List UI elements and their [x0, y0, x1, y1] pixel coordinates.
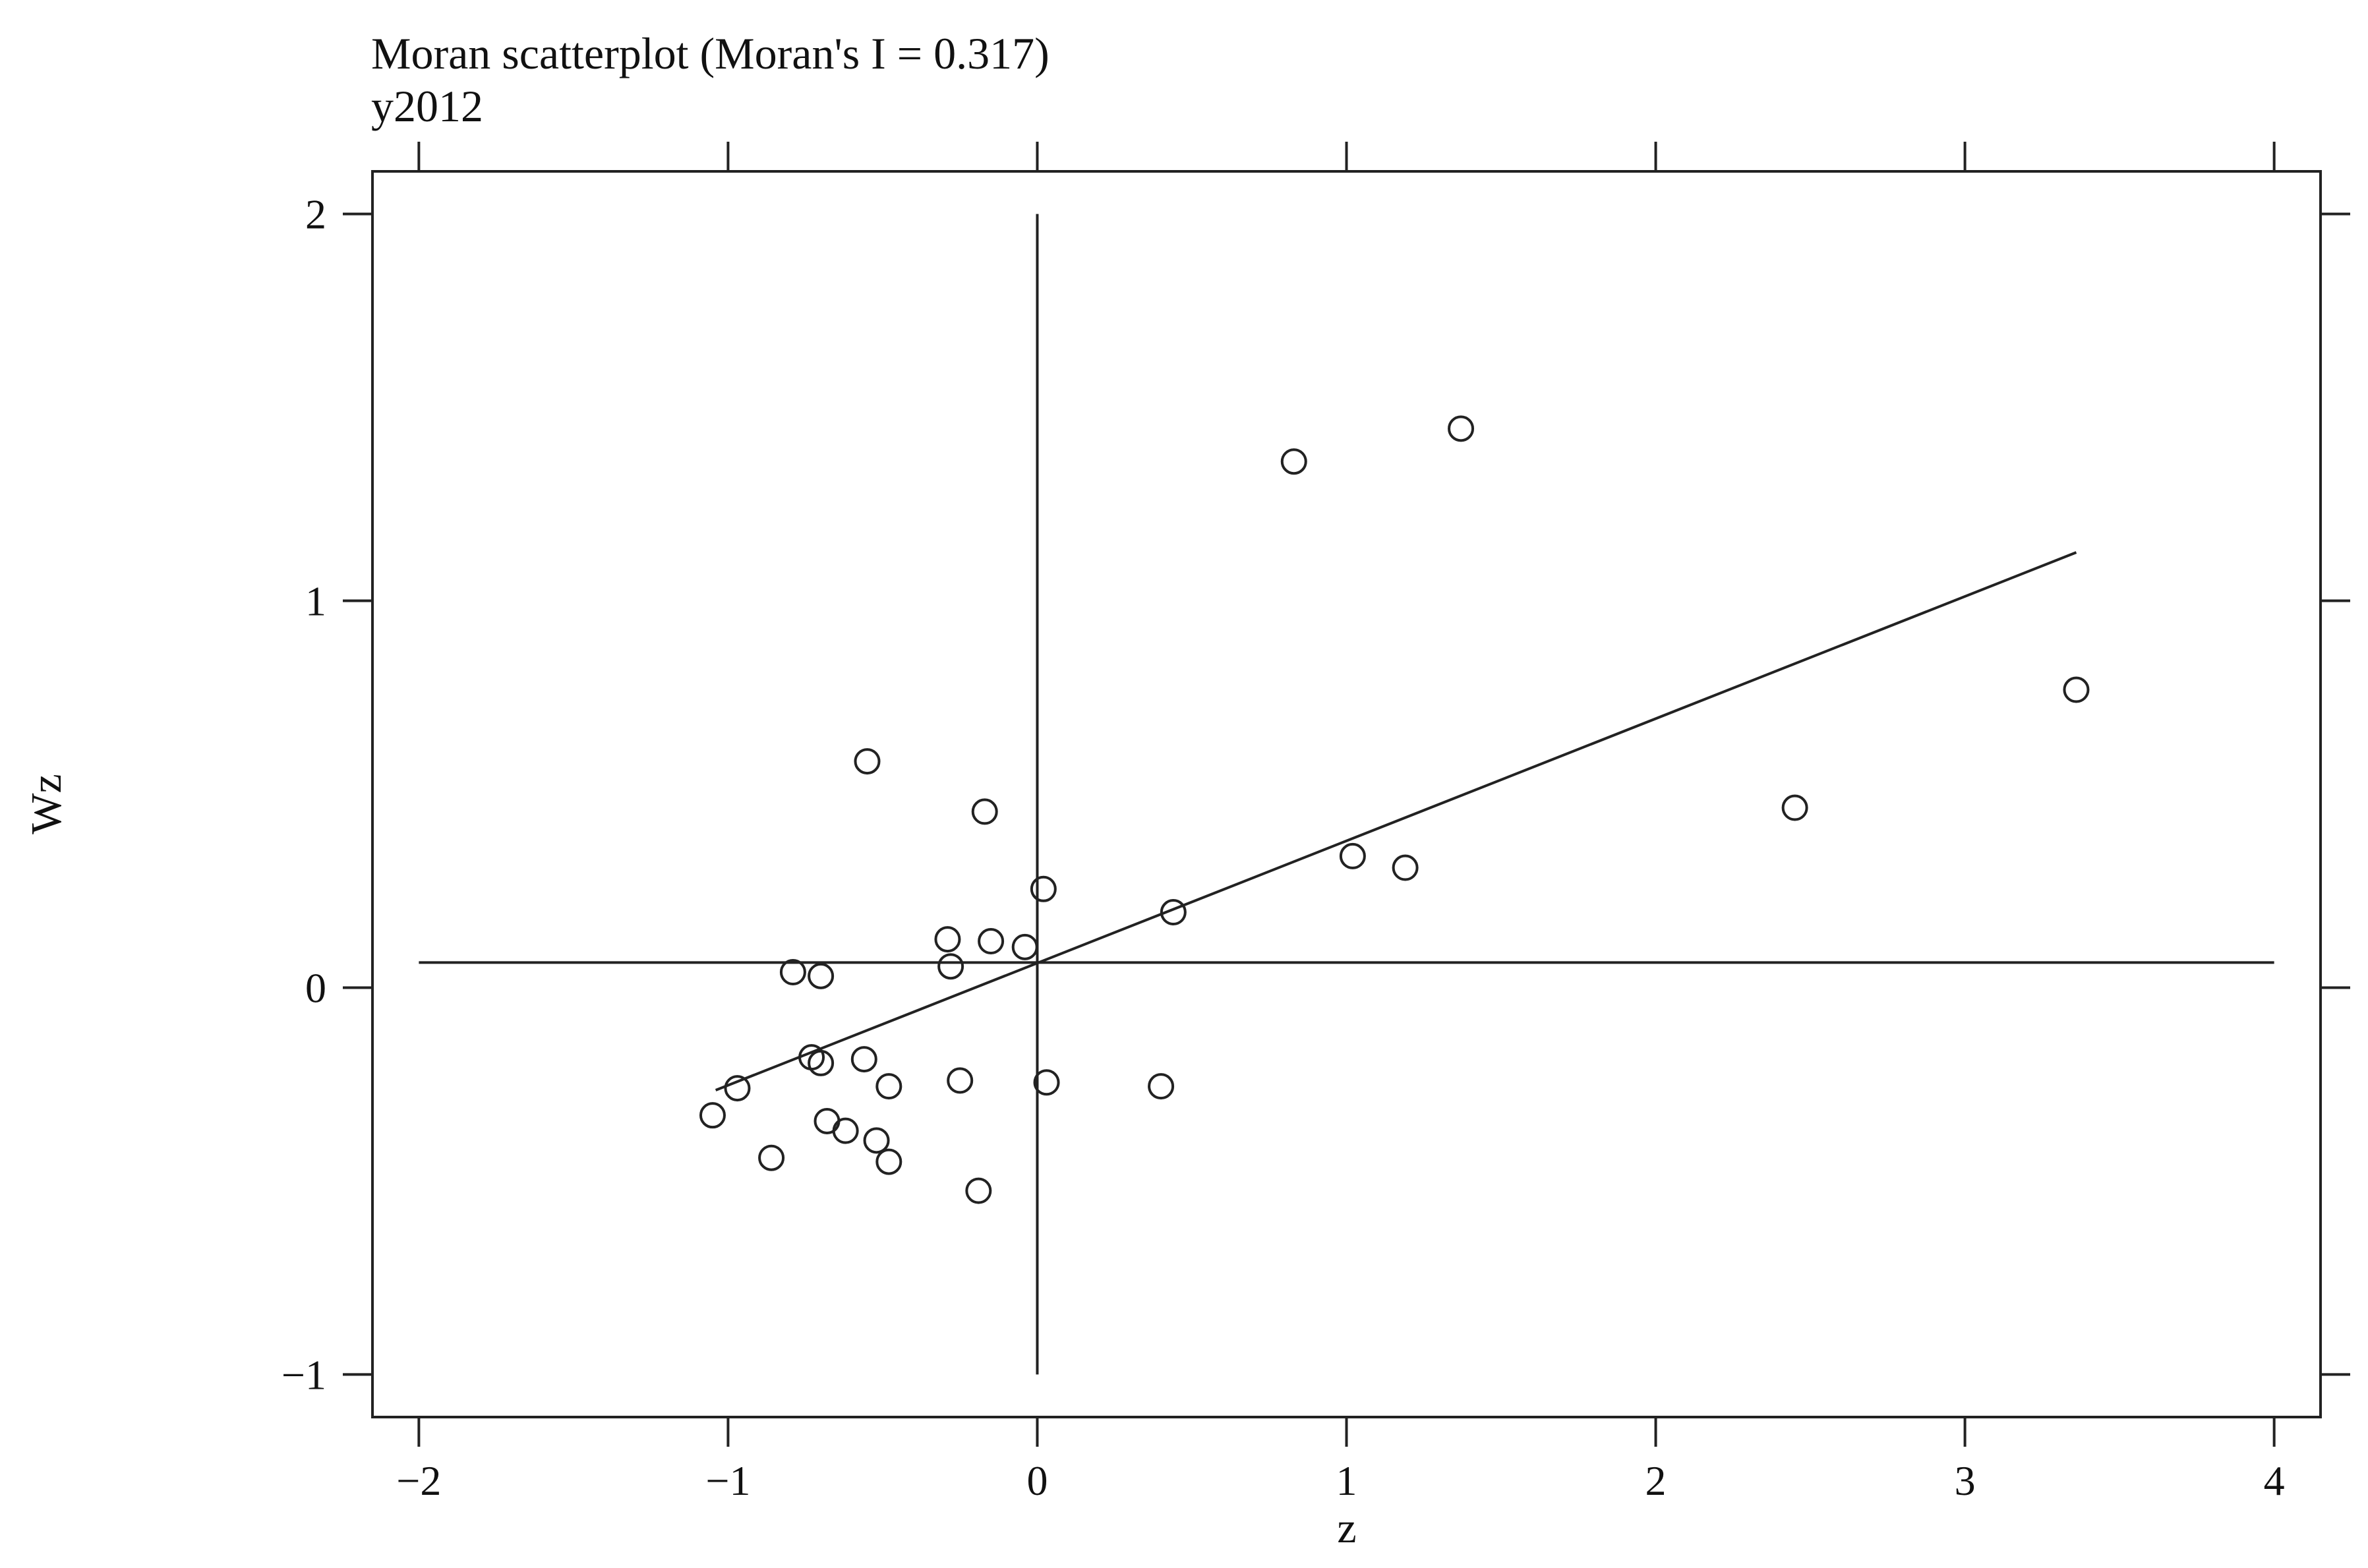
data-point-23 — [724, 1075, 751, 1102]
data-point-15 — [808, 962, 835, 989]
data-point-17 — [808, 1049, 835, 1076]
data-points — [699, 415, 2090, 1204]
x-tick-label-3: 1 — [1336, 1457, 1357, 1504]
data-point-25 — [814, 1107, 841, 1134]
data-point-2 — [2063, 676, 2090, 703]
data-point-18 — [850, 1046, 877, 1073]
x-tick-label-1: −1 — [705, 1457, 750, 1504]
x-tick-label-6: 4 — [2264, 1457, 2285, 1504]
x-tick-label-4: 2 — [1645, 1457, 1667, 1504]
data-point-8 — [1030, 875, 1057, 902]
data-point-22 — [1148, 1073, 1175, 1100]
data-point-1 — [1280, 448, 1307, 475]
data-point-27 — [863, 1127, 890, 1154]
data-point-13 — [937, 953, 964, 980]
y-tick-label-3: 2 — [305, 191, 326, 238]
y-axis-label: Wz — [22, 774, 71, 834]
data-point-4 — [854, 748, 881, 775]
data-point-24 — [699, 1102, 726, 1129]
data-point-12 — [1011, 933, 1038, 960]
reference-lines — [419, 214, 2274, 1375]
data-point-9 — [1160, 899, 1187, 926]
x-ticks: −2 −1 0 1 2 3 4 — [396, 142, 2285, 1504]
data-point-14 — [779, 959, 806, 985]
x-tick-label-5: 3 — [1955, 1457, 1976, 1504]
chart-subtitle: y2012 — [371, 81, 483, 131]
data-point-6 — [1339, 842, 1366, 869]
fit-line-group — [715, 551, 2077, 1091]
x-tick-label-0: −2 — [396, 1457, 441, 1504]
x-axis-label: z — [1337, 1504, 1356, 1552]
data-point-7 — [1392, 854, 1419, 881]
data-point-19 — [875, 1073, 903, 1100]
data-point-28 — [758, 1144, 785, 1171]
data-point-21 — [1033, 1069, 1060, 1096]
x-tick-label-2: 0 — [1026, 1457, 1048, 1504]
chart-title: Moran scatterplot (Moran's I = 0.317) — [371, 28, 1050, 78]
data-point-11 — [978, 928, 1005, 955]
data-point-3 — [1781, 794, 1808, 821]
data-point-5 — [971, 798, 998, 825]
regression-fit-line — [715, 551, 2077, 1091]
data-point-0 — [1448, 415, 1475, 442]
y-tick-label-0: −1 — [281, 1351, 326, 1398]
y-ticks: −1 0 1 2 — [281, 191, 2350, 1398]
data-point-26 — [832, 1117, 859, 1144]
data-point-20 — [947, 1067, 974, 1094]
data-point-29 — [875, 1148, 903, 1175]
data-point-10 — [934, 926, 961, 953]
y-tick-label-1: 0 — [305, 964, 326, 1011]
y-tick-label-2: 1 — [305, 578, 326, 625]
plot-frame — [371, 170, 2322, 1418]
data-point-30 — [965, 1177, 992, 1204]
